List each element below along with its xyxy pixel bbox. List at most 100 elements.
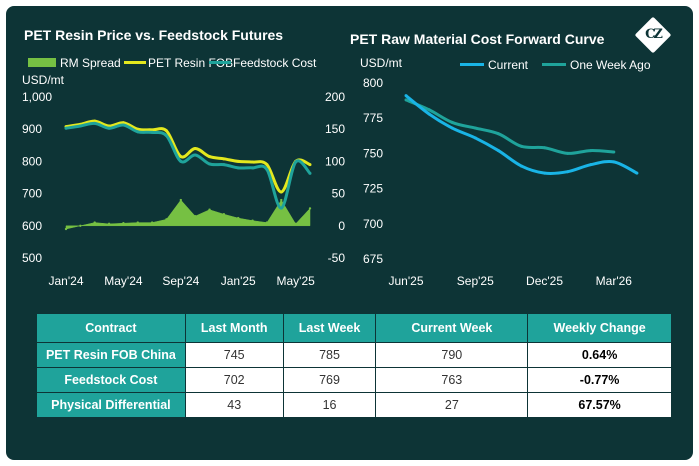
feedstock-cost-line-point	[179, 159, 183, 163]
y2-tick-label: -50	[328, 251, 346, 265]
rm-spread-point	[208, 208, 211, 211]
legend-swatch	[460, 63, 484, 66]
feedstock-cost-line-point	[294, 160, 298, 164]
y2-tick-label: 50	[332, 187, 346, 201]
y-tick-label: 700	[363, 217, 383, 231]
y-tick-label: 700	[22, 187, 42, 201]
feedstock-cost-line-point	[150, 130, 154, 134]
one-week-ago-line	[405, 98, 614, 155]
current-line-point	[496, 149, 500, 153]
legend-swatch-rm-spread	[28, 58, 56, 67]
table-cell: 745	[184, 342, 284, 368]
feedstock-cost-line-point	[121, 123, 125, 127]
rm-spread-point	[280, 198, 283, 202]
table-row: PET Resin FOB China 745 785 790 0.64%	[36, 342, 672, 368]
feedstock-cost-line-point	[208, 162, 212, 166]
feedstock-cost-line-point	[64, 126, 68, 130]
one-week-ago-line-point	[543, 146, 547, 150]
x-tick-label: Jan'24	[49, 274, 84, 288]
left-chart-title: PET Resin Price vs. Feedstock Futures	[24, 27, 284, 43]
table-cell: 785	[282, 342, 377, 368]
pet-resin-fob-line-point	[308, 163, 312, 167]
y-tick-label: 750	[363, 146, 383, 160]
one-week-ago-line-point	[404, 98, 408, 102]
one-week-ago-line-point	[589, 149, 593, 153]
table-cell: 16	[282, 392, 377, 418]
y-axis-label: USD/mt	[22, 73, 65, 87]
x-tick-label: Dec'25	[526, 274, 563, 288]
y2-tick-label: 0	[338, 219, 345, 233]
column-header: Weekly Change	[527, 313, 672, 343]
pet-resin-fob-line-point	[193, 147, 197, 151]
y-tick-label: 600	[22, 219, 42, 233]
row-label: Feedstock Cost	[36, 367, 186, 393]
rm-spread-point	[251, 219, 254, 222]
current-line	[405, 94, 638, 175]
one-week-ago-line-point	[612, 150, 616, 154]
table-cell: 790	[375, 342, 529, 368]
rm-spread-point	[136, 221, 139, 224]
table-row: Physical Differential 43 16 27 67.57%	[36, 392, 672, 418]
legend-label: Feedstock Cost	[233, 56, 317, 70]
feedstock-cost-line-point	[308, 171, 312, 175]
contract-table: Contract Last Month Last Week Current We…	[36, 313, 672, 418]
legend-swatch	[124, 61, 146, 64]
legend-label: PET Resin FOB	[148, 56, 233, 70]
current-line-point	[427, 112, 431, 116]
table-cell: 43	[184, 392, 284, 418]
x-tick-label: Jun'25	[389, 274, 424, 288]
rm-spread-point	[294, 222, 297, 226]
column-header: Last Week	[282, 313, 377, 343]
table-cell: 27	[375, 392, 529, 418]
pet-resin-fob-line-point	[265, 163, 269, 167]
pet-resin-fob-line-point	[279, 190, 283, 194]
y-tick-label: 800	[22, 154, 42, 168]
row-label: Physical Differential	[36, 392, 186, 418]
y-tick-label: 800	[363, 76, 383, 90]
one-week-ago-line-point	[427, 108, 431, 112]
y-axis-label: USD/mt	[360, 56, 403, 70]
current-line-point	[635, 171, 639, 175]
feedstock-cost-line-point	[164, 134, 168, 138]
pet-resin-fob-line-point	[179, 155, 183, 159]
weekly-change-cell: 67.57%	[527, 392, 672, 418]
table-header-row: Contract Last Month Last Week Current We…	[36, 313, 672, 343]
rm-spread-point	[79, 224, 82, 227]
rm-spread-point	[64, 227, 68, 231]
legend-label: One Week Ago	[570, 58, 651, 72]
one-week-ago-line-point	[450, 120, 454, 124]
y2-tick-label: 150	[325, 122, 345, 136]
feedstock-cost-line-point	[265, 167, 269, 171]
current-line-point	[404, 94, 408, 98]
weekly-change-cell: 0.64%	[527, 342, 672, 368]
rm-spread-point	[122, 222, 125, 225]
current-line-point	[566, 170, 570, 174]
y-tick-label: 725	[363, 182, 383, 196]
current-line-point	[589, 163, 593, 167]
y-tick-label: 500	[22, 251, 42, 265]
rm-spread-point	[265, 221, 269, 224]
x-tick-label: Jan'25	[221, 274, 256, 288]
rm-spread-point	[150, 221, 154, 224]
x-tick-label: May'25	[276, 274, 315, 288]
x-tick-label: May'24	[104, 274, 143, 288]
legend-swatch	[542, 63, 566, 66]
rm-spread-point	[308, 207, 312, 210]
column-header: Last Month	[184, 313, 284, 343]
pet-resin-fob-line-point	[222, 157, 226, 161]
rm-spread-point	[93, 221, 96, 224]
one-week-ago-line-point	[473, 126, 477, 130]
feedstock-cost-line-point	[107, 126, 111, 130]
feedstock-cost-line-point	[251, 166, 255, 170]
pet-resin-fob-line-point	[208, 155, 212, 159]
current-line-point	[450, 126, 454, 130]
y-tick-label: 900	[22, 122, 42, 136]
right-chart-title: PET Raw Material Cost Forward Curve	[350, 31, 605, 47]
current-line-point	[543, 171, 547, 175]
pet-resin-fob-line-point	[164, 129, 168, 133]
current-line-point	[519, 164, 523, 168]
logo-text: CZ	[645, 27, 663, 42]
y-tick-label: 775	[363, 111, 383, 125]
feedstock-cost-line-point	[236, 166, 240, 170]
